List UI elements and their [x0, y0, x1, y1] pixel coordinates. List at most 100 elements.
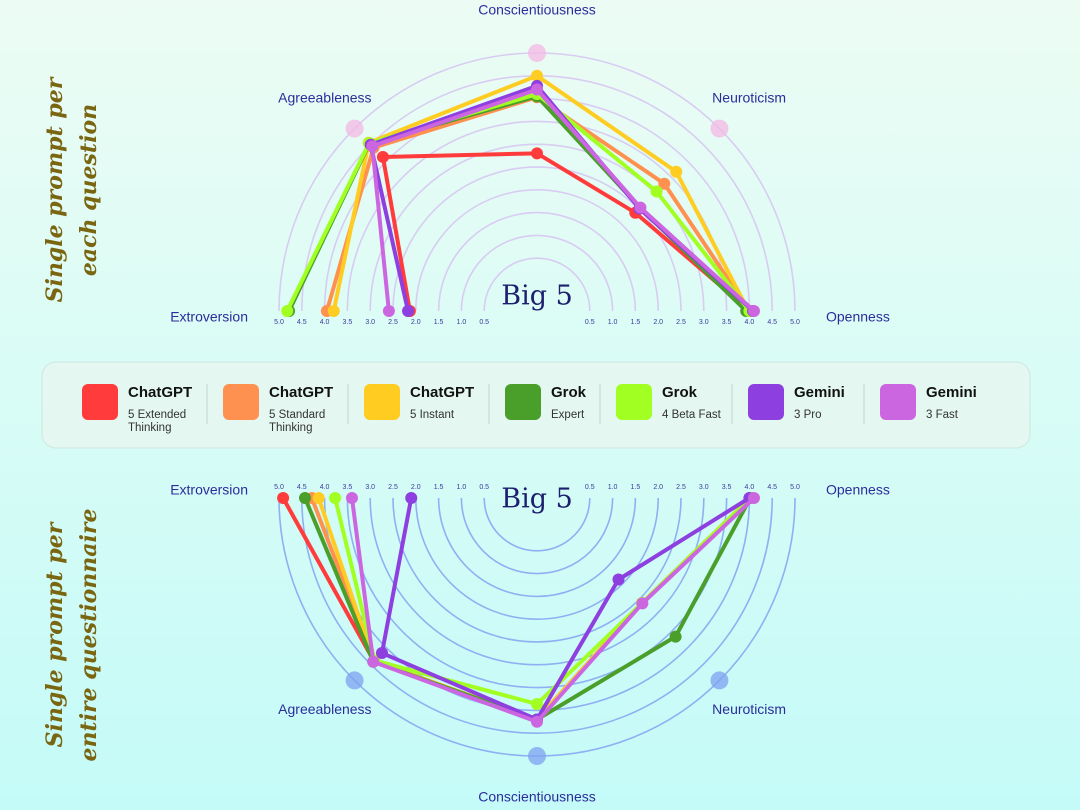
legend-swatch	[364, 384, 400, 420]
legend-swatch	[82, 384, 118, 420]
grid-arc	[415, 497, 659, 620]
r-tick-label: 4.0	[745, 484, 755, 491]
r-tick-label: 2.5	[388, 484, 398, 491]
axis-label: Neuroticism	[712, 701, 786, 717]
data-point	[670, 165, 683, 178]
r-tick-label: 3.0	[365, 319, 375, 326]
data-point	[612, 573, 625, 586]
data-point	[298, 492, 311, 504]
axis-marker	[528, 747, 546, 765]
grid-arc	[369, 497, 705, 666]
grid-arc	[323, 497, 751, 712]
r-tick-label: 1.0	[457, 319, 467, 326]
side-title: Single prompt per entire questionnaire	[42, 509, 102, 762]
r-tick-label: 3.5	[343, 319, 353, 326]
data-point	[747, 305, 760, 317]
axis-marker	[710, 119, 729, 138]
axis-label: Conscientiousness	[478, 789, 596, 805]
r-tick-label: 3.5	[722, 484, 732, 491]
data-point	[531, 147, 543, 160]
chart-title: Big 5	[501, 484, 573, 515]
r-tick-label: 2.5	[388, 319, 398, 326]
legend-variant: 5 Instant	[410, 409, 455, 421]
data-point	[376, 150, 389, 163]
legend-name: ChatGPT	[410, 384, 474, 401]
r-tick-label: 4.5	[297, 319, 307, 326]
grid-arc	[392, 497, 682, 643]
series-line	[333, 496, 752, 707]
data-point	[375, 647, 388, 660]
grid-arc	[392, 166, 682, 312]
side-title-line: Single prompt per	[42, 521, 68, 747]
r-tick-label: 5.0	[790, 319, 800, 326]
data-point	[382, 305, 395, 317]
side-title: Single prompt per each question	[42, 76, 102, 302]
r-tick-label: 1.5	[631, 319, 641, 326]
axis-label: Agreeableness	[278, 701, 371, 717]
r-tick-label: 1.0	[457, 484, 467, 491]
legend-swatch	[505, 384, 541, 420]
axis-marker	[710, 671, 729, 690]
r-tick-label: 1.5	[434, 319, 444, 326]
legend-name: ChatGPT	[269, 384, 333, 401]
data-point	[405, 492, 418, 504]
r-tick-label: 5.0	[274, 319, 284, 326]
r-tick-label: 2.0	[653, 319, 663, 326]
grid-arc	[483, 257, 591, 312]
legend-name: Grok	[551, 384, 587, 401]
legend-name: ChatGPT	[128, 384, 192, 401]
r-tick-label: 2.0	[411, 319, 421, 326]
data-point	[329, 492, 342, 504]
data-point	[281, 305, 294, 317]
legend-swatch	[223, 384, 259, 420]
r-tick-label: 3.0	[699, 484, 709, 491]
legend-variant: Expert	[551, 409, 585, 421]
legend-name: Gemini	[794, 384, 845, 401]
axis-label: Extroversion	[170, 309, 248, 325]
data-point	[650, 185, 663, 198]
axis-marker	[345, 671, 364, 690]
legend-swatch	[616, 384, 652, 420]
r-tick-label: 1.5	[631, 484, 641, 491]
axis-label: Agreeableness	[278, 90, 371, 106]
r-tick-label: 3.5	[722, 319, 732, 326]
grid-arc	[460, 497, 614, 575]
side-title-line: Single prompt per	[42, 76, 68, 302]
r-tick-label: 4.0	[745, 319, 755, 326]
grid-arc	[437, 211, 637, 312]
r-tick-label: 2.5	[676, 484, 686, 491]
data-point	[531, 715, 543, 728]
axis-label: Openness	[826, 482, 890, 498]
data-point	[345, 492, 358, 504]
legend-swatch	[748, 384, 784, 420]
legend-swatch	[880, 384, 916, 420]
r-tick-label: 3.0	[365, 484, 375, 491]
data-point	[747, 492, 760, 504]
r-tick-label: 2.0	[653, 484, 663, 491]
axis-label: Conscientiousness	[478, 2, 596, 18]
axis-marker	[345, 119, 364, 138]
data-point	[658, 177, 671, 190]
r-tick-label: 0.5	[479, 319, 489, 326]
r-tick-label: 4.0	[320, 319, 330, 326]
axis-label: Openness	[826, 309, 890, 325]
data-point	[402, 305, 415, 317]
grid-arc	[323, 97, 751, 312]
legend-variant: 5 Extended Thinking	[128, 409, 186, 434]
side-title-line: entire questionnaire	[76, 509, 102, 762]
grid-arc	[483, 497, 591, 552]
data-point	[366, 140, 379, 153]
data-point	[327, 305, 340, 317]
r-tick-label: 3.0	[699, 319, 709, 326]
r-tick-label: 4.5	[767, 319, 777, 326]
grid-arc	[301, 497, 773, 734]
side-title-line: each question	[76, 104, 102, 276]
axis-marker	[528, 44, 546, 62]
grid-arc	[437, 497, 637, 598]
legend-name: Gemini	[926, 384, 977, 401]
data-point	[669, 630, 682, 643]
legend-variant: 5 Standard Thinking	[269, 409, 325, 434]
r-tick-label: 1.5	[434, 484, 444, 491]
legend: ChatGPT 5 Extended Thinking ChatGPT 5 Standa…	[82, 384, 977, 434]
axis-label: Extroversion	[170, 482, 248, 498]
